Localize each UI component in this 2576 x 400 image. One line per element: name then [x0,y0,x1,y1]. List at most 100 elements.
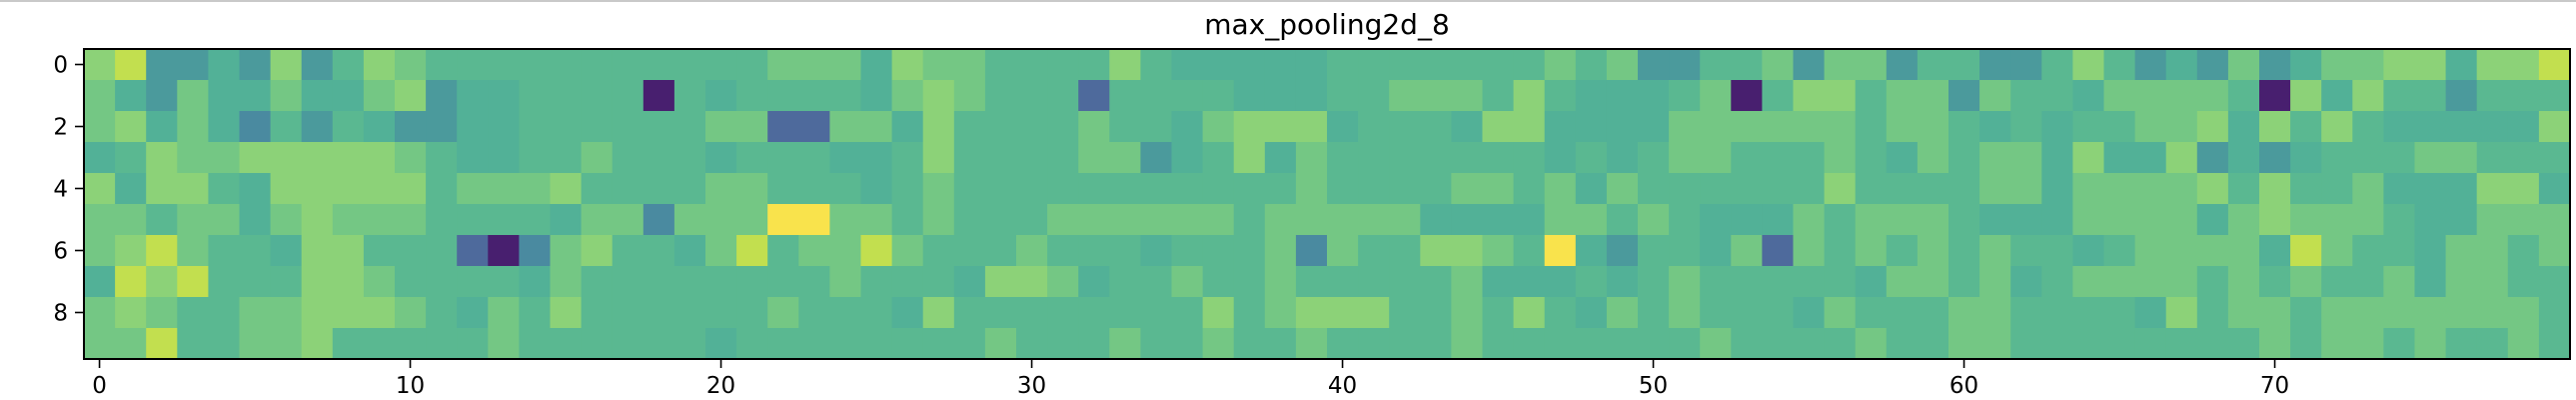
heatmap-cell [1513,49,1546,81]
heatmap-cell [488,173,520,205]
heatmap-cell [2041,49,2073,81]
heatmap-cell [332,204,365,236]
heatmap-cell [984,49,1017,81]
heatmap-cell [1327,266,1359,298]
heatmap-cell [1855,111,1888,143]
x-tick-label: 40 [1328,373,1357,399]
heatmap-cell [1762,204,1795,236]
heatmap-cell [2134,328,2167,360]
heatmap-cell [1793,142,1826,174]
heatmap-cell [239,328,272,360]
heatmap-cell [488,49,520,81]
heatmap-cell [550,111,583,143]
heatmap-cell [2538,49,2571,81]
heatmap-cell [829,204,862,236]
heatmap-cell [395,142,427,174]
heatmap-cells [84,49,2571,360]
heatmap-cell [1544,173,1577,205]
heatmap-cell [829,235,862,267]
heatmap-cell [2259,235,2291,267]
heatmap-cell [208,328,241,360]
y-tick-label: 2 [53,115,68,141]
heatmap-cell [2476,173,2509,205]
heatmap-cell [1544,142,1577,174]
heatmap-cell [1358,204,1390,236]
heatmap-cell [1451,111,1484,143]
heatmap-cell [2352,266,2384,298]
heatmap-cell [2476,204,2509,236]
heatmap-cell [1358,49,1390,81]
heatmap-cell [953,142,986,174]
heatmap-cell [2041,80,2073,112]
heatmap-cell [1575,204,1608,236]
heatmap-cell [1482,80,1515,112]
heatmap-cell [1979,80,2011,112]
heatmap-cell [2383,80,2416,112]
heatmap-cell [1202,266,1235,298]
heatmap-cell [363,80,396,112]
heatmap-cell [2290,173,2322,205]
heatmap-cell [984,80,1017,112]
heatmap-cell [891,49,924,81]
heatmap-cell [1451,204,1484,236]
heatmap-cell [426,297,458,329]
heatmap-cell [2259,297,2291,329]
heatmap-cell [1575,266,1608,298]
heatmap-cell [1389,328,1421,360]
heatmap-cell [2041,142,2073,174]
heatmap-cell [2476,266,2509,298]
heatmap-cell [643,49,675,81]
heatmap-cell [239,80,272,112]
heatmap-cell [1669,173,1701,205]
heatmap-cell [2414,266,2447,298]
heatmap-cell [2538,328,2571,360]
heatmap-cell [301,297,334,329]
heatmap-cell [860,80,893,112]
heatmap-cell [829,49,862,81]
heatmap-cell [84,235,116,267]
heatmap-cell [612,204,644,236]
heatmap-cell [363,204,396,236]
heatmap-cell [395,49,427,81]
heatmap-cell [2321,266,2353,298]
heatmap-cell [2538,142,2571,174]
heatmap-cell [1793,204,1826,236]
heatmap-cell [1451,80,1484,112]
heatmap-cell [1109,328,1141,360]
heatmap-cell [705,111,737,143]
heatmap-cell [643,111,675,143]
heatmap-cell [643,297,675,329]
heatmap-cell [612,80,644,112]
heatmap-cell [1824,266,1857,298]
heatmap-cell [1544,111,1577,143]
heatmap-cell [1575,111,1608,143]
y-tick-label: 6 [53,239,68,265]
heatmap-cell [1824,204,1857,236]
heatmap-cell [2259,111,2291,143]
heatmap-cell [239,235,272,267]
heatmap-cell [1886,142,1919,174]
heatmap-cell [1855,266,1888,298]
heatmap-cell [519,80,552,112]
heatmap-cell [84,204,116,236]
heatmap-cell [1264,80,1297,112]
heatmap-cell [2507,80,2540,112]
heatmap-cell [1327,80,1359,112]
heatmap-cell [84,142,116,174]
heatmap-cell [2507,266,2540,298]
heatmap-cell [270,297,303,329]
heatmap-cell [705,235,737,267]
heatmap-cell [1731,297,1763,329]
heatmap-cell [270,204,303,236]
heatmap-cell [550,49,583,81]
heatmap-cell [2259,80,2291,112]
heatmap-cell [1420,111,1452,143]
heatmap-cell [1295,297,1328,329]
heatmap-cell [519,142,552,174]
heatmap-cell [2321,111,2353,143]
heatmap-cell [673,173,706,205]
heatmap-cell [1109,266,1141,298]
heatmap-cell [643,142,675,174]
heatmap-cell [736,173,768,205]
heatmap-cell [519,173,552,205]
